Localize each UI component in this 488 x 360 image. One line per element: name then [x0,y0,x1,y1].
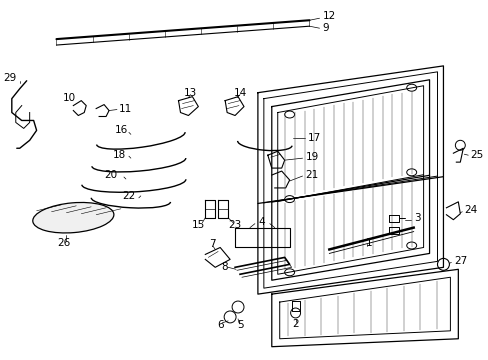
Text: 29: 29 [3,73,17,83]
Text: 13: 13 [183,88,197,98]
Text: 5: 5 [236,320,243,330]
Text: 9: 9 [322,23,328,33]
Text: 15: 15 [191,220,204,230]
Text: 26: 26 [57,238,70,248]
Ellipse shape [33,202,114,233]
Text: 27: 27 [453,256,467,266]
Text: 8: 8 [221,262,227,272]
Text: 25: 25 [469,150,483,160]
Text: 14: 14 [233,88,246,98]
Text: 7: 7 [208,239,215,249]
Text: 20: 20 [104,170,117,180]
Text: 2: 2 [292,319,298,329]
Text: 19: 19 [305,152,318,162]
Text: 10: 10 [62,93,76,103]
Text: 4: 4 [258,217,264,227]
Text: 22: 22 [122,191,135,201]
Text: 24: 24 [463,205,477,215]
Text: 1: 1 [365,238,371,248]
Text: 11: 11 [119,104,132,113]
Text: 21: 21 [305,170,318,180]
Text: 16: 16 [114,125,127,135]
Text: 6: 6 [217,320,223,330]
Text: 18: 18 [112,150,125,160]
Text: 12: 12 [322,11,335,21]
Text: 23: 23 [228,220,241,230]
Text: 17: 17 [307,133,320,143]
Text: 3: 3 [413,213,420,223]
